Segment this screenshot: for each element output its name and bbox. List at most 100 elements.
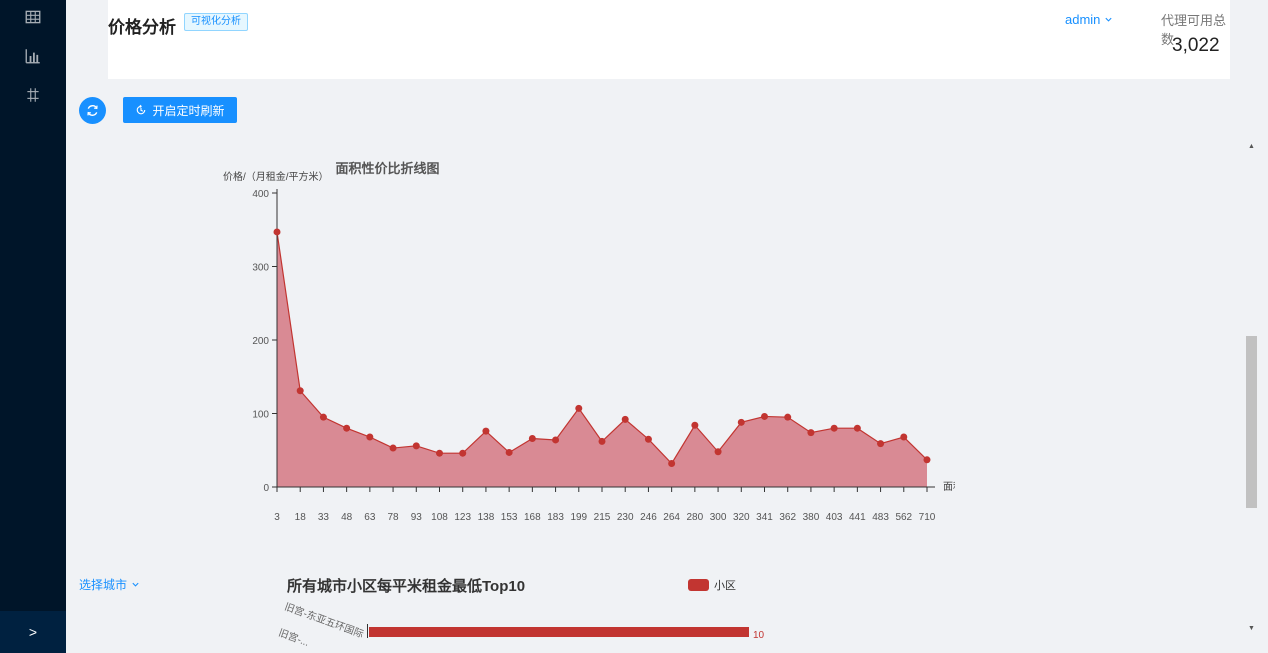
x-tick-label: 138 xyxy=(478,512,495,523)
user-menu[interactable]: admin xyxy=(1065,12,1113,27)
series-line xyxy=(276,231,928,465)
bar-category-label: 旧宫-... xyxy=(276,627,311,649)
data-point xyxy=(691,421,699,429)
scroll-down-arrow[interactable]: ▼ xyxy=(1248,625,1255,632)
data-point xyxy=(853,424,861,432)
x-tick-label: 18 xyxy=(295,512,307,523)
data-point xyxy=(459,449,467,457)
line-chart-title: 面积性价比折线图 xyxy=(335,161,440,176)
data-point xyxy=(412,442,420,450)
data-point xyxy=(900,433,908,441)
x-tick-label: 168 xyxy=(524,512,541,523)
x-tick-label: 562 xyxy=(895,512,912,523)
scroll-up-arrow[interactable]: ▲ xyxy=(1248,143,1255,150)
bar-chart-title: 所有城市小区每平米租金最低Top10 xyxy=(287,578,526,595)
bar-legend[interactable]: 小区 xyxy=(688,577,736,593)
x-tick-label: 63 xyxy=(364,512,376,523)
chevron-down-icon xyxy=(132,582,139,587)
x-axis-label: 面积 xyxy=(943,481,955,493)
refresh-icon xyxy=(87,105,98,116)
y-axis-label: 价格/（月租金/平方米） xyxy=(223,170,329,183)
x-tick-label: 264 xyxy=(663,512,680,523)
refresh-button[interactable] xyxy=(79,97,106,124)
x-tick-label: 183 xyxy=(547,512,564,523)
legend-swatch xyxy=(688,579,709,591)
x-tick-label: 362 xyxy=(779,512,796,523)
x-tick-label: 48 xyxy=(341,512,353,523)
bar-value-label: 10 xyxy=(753,630,765,641)
data-point xyxy=(621,415,629,423)
x-tick-label: 3 xyxy=(274,512,280,523)
auto-refresh-button[interactable]: 开启定时刷新 xyxy=(123,97,237,123)
scrollbar-thumb[interactable] xyxy=(1246,336,1257,508)
x-tick-label: 320 xyxy=(733,512,750,523)
x-tick-label: 78 xyxy=(388,512,400,523)
y-tick-label: 0 xyxy=(263,483,269,494)
x-tick-label: 380 xyxy=(803,512,820,523)
clock-icon xyxy=(137,104,146,115)
data-point xyxy=(482,427,490,435)
data-point xyxy=(923,456,931,464)
data-point xyxy=(436,449,443,457)
x-tick-label: 280 xyxy=(687,512,704,523)
data-point xyxy=(319,413,327,421)
x-tick-label: 153 xyxy=(501,512,518,523)
y-tick-label: 100 xyxy=(252,410,269,421)
data-point xyxy=(273,228,281,236)
data-point xyxy=(714,448,722,456)
legend-label: 小区 xyxy=(714,580,736,592)
x-tick-label: 300 xyxy=(710,512,727,523)
data-point xyxy=(830,424,838,432)
data-point xyxy=(552,436,560,444)
data-point xyxy=(598,437,606,445)
data-point xyxy=(807,429,815,437)
y-tick-label: 300 xyxy=(252,263,269,274)
x-tick-label: 33 xyxy=(318,512,330,523)
data-point xyxy=(877,440,885,448)
stat-label: 代理可用总数 xyxy=(1161,13,1227,47)
chevron-down-icon xyxy=(1105,17,1113,22)
bar-mark xyxy=(369,627,749,637)
data-point xyxy=(668,459,676,467)
data-point xyxy=(737,418,745,426)
city-select[interactable]: 选择城市 xyxy=(79,576,140,593)
bar-axis xyxy=(367,624,368,638)
x-tick-label: 710 xyxy=(919,512,936,523)
x-tick-label: 246 xyxy=(640,512,657,523)
data-point xyxy=(761,412,768,420)
page-header: 价格分析 可视化分析 admin 代理可用总数 3,022 xyxy=(108,0,1230,79)
sidebar-collapse-button[interactable]: > xyxy=(0,611,66,653)
data-point xyxy=(389,444,397,452)
chevron-right-icon: > xyxy=(28,624,38,640)
data-point xyxy=(505,448,513,456)
user-name: admin xyxy=(1065,12,1101,27)
y-tick-label: 400 xyxy=(252,189,269,200)
data-point xyxy=(575,404,583,412)
area-chart: 0 100 200 300 400 3 18 33 48 63 78 93 108 123 138 153 16… xyxy=(223,170,955,523)
sidebar: > xyxy=(0,0,66,653)
data-point xyxy=(644,435,652,443)
x-tick-label: 403 xyxy=(826,512,843,523)
x-tick-label: 341 xyxy=(756,512,773,523)
data-point xyxy=(343,424,351,432)
x-tick-label: 93 xyxy=(411,512,423,523)
data-point xyxy=(296,387,304,395)
title-tag: 可视化分析 xyxy=(184,13,248,31)
x-tick-label: 483 xyxy=(872,512,889,523)
table-icon[interactable] xyxy=(24,8,42,26)
x-tick-label: 108 xyxy=(431,512,448,523)
grid-icon[interactable] xyxy=(24,86,42,104)
y-tick-label: 200 xyxy=(252,336,269,347)
x-tick-label: 215 xyxy=(594,512,611,523)
data-point xyxy=(366,433,374,441)
city-select-label: 选择城市 xyxy=(79,578,128,592)
x-tick-label: 123 xyxy=(454,512,471,523)
x-tick-label: 441 xyxy=(849,512,866,523)
bar-chart-icon[interactable] xyxy=(24,47,42,65)
x-tick-label: 199 xyxy=(570,512,587,523)
page-title: 价格分析 xyxy=(108,18,176,37)
x-tick-label: 230 xyxy=(617,512,634,523)
stat-value: 3,022 xyxy=(1172,35,1220,56)
area-fill xyxy=(277,231,927,487)
data-point xyxy=(528,434,536,442)
